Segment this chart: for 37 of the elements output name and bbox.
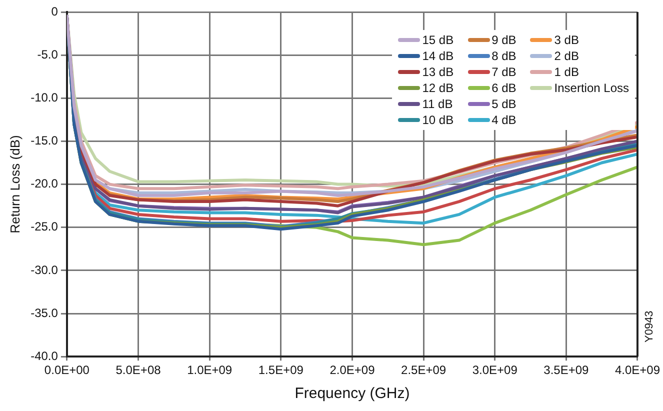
x-tick-label: 3.5E+09 [544,363,590,378]
legend-label: 11 dB [422,96,453,112]
legend-label: 1 dB [554,64,579,80]
y-tick-label: -40.0 [30,348,58,363]
x-tick-label: 1.5E+09 [258,363,304,378]
x-tick-label: 2.5E+09 [401,363,446,378]
y-tick-label: -10.0 [30,90,58,104]
x-tick-label: 1.0E+09 [187,363,232,378]
legend-label: 5 dB [492,96,516,112]
legend-label: 12 dB [422,80,454,96]
legend-label: 15 dB [422,32,454,48]
y-tick-label: -15.0 [30,134,58,148]
x-axis-title: Frequency (GHz) [294,385,410,402]
legend-label: 7 dB [492,64,516,80]
legend-label: 2 dB [554,48,579,64]
y-axis-title: Return Loss (dB) [7,135,22,234]
x-tick-label: 4.0E+09 [614,363,660,378]
y-tick-label: -30.0 [30,262,58,277]
legend-label: 6 dB [492,80,516,96]
legend-label: 14 dB [422,48,454,64]
y-tick-label: -25.0 [30,220,58,234]
legend-label: Insertion Loss [554,80,629,96]
y-tick-label: -35.0 [30,306,58,320]
legend-label: 4 dB [492,112,516,128]
y-tick-label: -20.0 [30,176,58,191]
x-tick-label: 0.0E+00 [44,363,90,378]
y-tick-label: 0 [51,4,58,18]
text: Y0943 [644,310,656,343]
legend-label: 13 dB [422,64,454,80]
legend-label: 3 dB [554,32,579,48]
y-tick-label: -5.0 [37,47,58,62]
legend-label: 8 dB [492,48,516,64]
legend-label: 9 dB [492,32,516,48]
x-tick-label: 3.0E+09 [472,363,518,378]
x-tick-label: 2.0E+09 [330,363,376,378]
x-tick-label: 5.0E+08 [116,363,162,378]
legend-label: 10 dB [422,112,454,128]
